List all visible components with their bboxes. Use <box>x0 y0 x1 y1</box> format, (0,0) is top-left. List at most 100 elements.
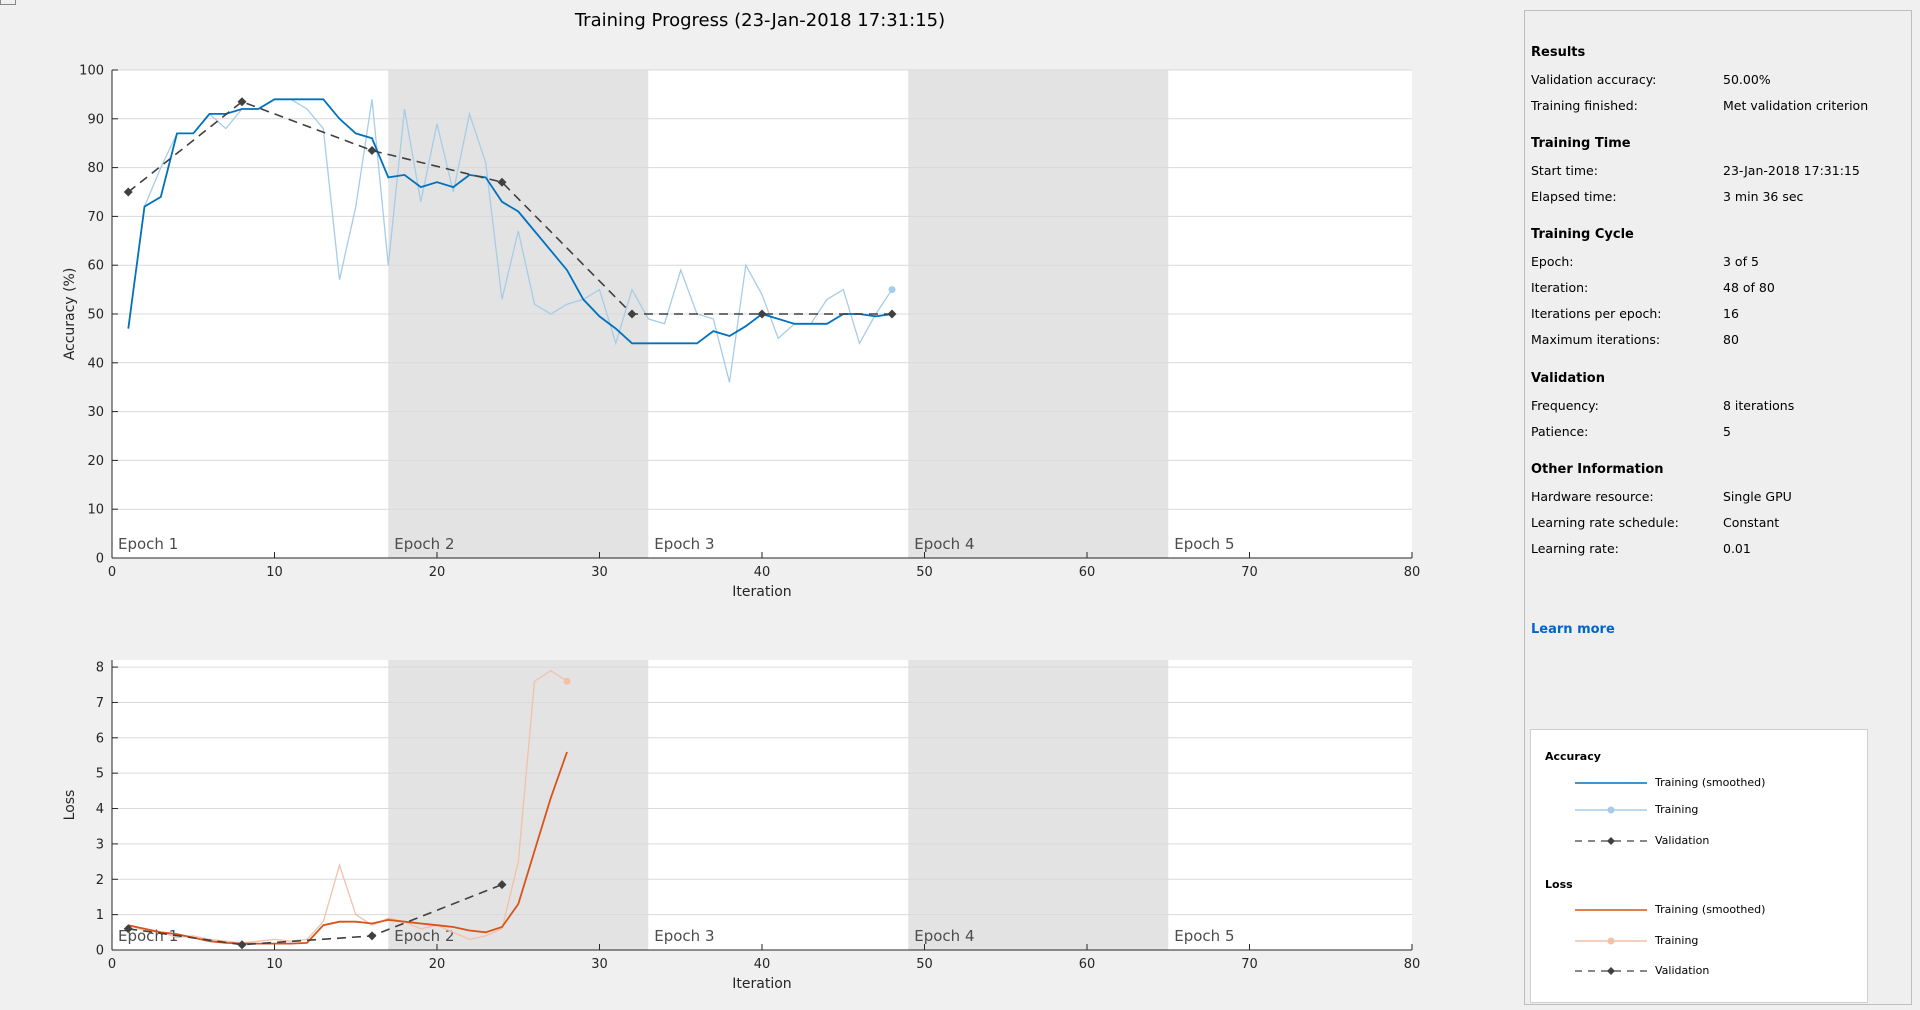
legend-loss-training-label: Training <box>1655 934 1699 947</box>
epoch-value: 3 of 5 <box>1723 254 1759 269</box>
info-panel: Results Validation accuracy: 50.00% Trai… <box>1524 10 1912 1005</box>
accuracy-y-tick-label: 100 <box>79 64 104 79</box>
loss-x-tick-label: 80 <box>1404 957 1421 972</box>
loss-y-tick-label: 1 <box>96 908 104 923</box>
loss-epoch-band <box>388 660 649 950</box>
loss-x-tick-label: 40 <box>754 957 771 972</box>
loss-y-axis-label: Loss <box>62 790 78 821</box>
legend-loss-training-swatch <box>1575 937 1647 945</box>
loss-plot-area <box>112 660 1412 950</box>
legend-loss-title: Loss <box>1545 878 1573 891</box>
epoch-label: Epoch: <box>1531 254 1574 269</box>
accuracy-epoch-label: Epoch 5 <box>1174 535 1234 553</box>
loss-x-tick-label: 70 <box>1241 957 1258 972</box>
accuracy-y-tick-label: 0 <box>96 552 104 567</box>
legend-accuracy-training-swatch <box>1575 806 1647 814</box>
learning-rate-label: Learning rate: <box>1531 541 1619 556</box>
accuracy-x-tick-label: 60 <box>1079 565 1096 580</box>
loss-y-tick-label: 7 <box>96 696 104 711</box>
window-icon <box>0 0 16 5</box>
loss-y-tick-label: 2 <box>96 873 104 888</box>
accuracy-y-tick-label: 50 <box>87 308 104 323</box>
accuracy-training-last-point <box>888 286 896 294</box>
learning-rate-value: 0.01 <box>1723 541 1751 556</box>
accuracy-epoch-label: Epoch 3 <box>654 535 714 553</box>
loss-x-tick-label: 20 <box>429 957 446 972</box>
patience-label: Patience: <box>1531 424 1589 439</box>
accuracy-validation-point <box>627 309 637 319</box>
maximum-iterations-label: Maximum iterations: <box>1531 332 1661 347</box>
legend-loss-smoothed-swatch <box>1575 909 1647 911</box>
iteration-value: 48 of 80 <box>1723 280 1775 295</box>
loss-y-tick-label: 5 <box>96 767 104 782</box>
learning-rate-schedule-label: Learning rate schedule: <box>1531 515 1679 530</box>
loss-epoch-label: Epoch 5 <box>1174 927 1234 945</box>
patience-value: 5 <box>1723 424 1731 439</box>
learning-rate-schedule-value: Constant <box>1723 515 1780 530</box>
accuracy-y-tick-label: 60 <box>87 259 104 274</box>
legend-accuracy-training-label: Training <box>1655 803 1699 816</box>
accuracy-y-tick-label: 20 <box>87 454 104 469</box>
validation-accuracy-value: 50.00% <box>1723 72 1771 87</box>
accuracy-x-tick-label: 20 <box>429 565 446 580</box>
loss-x-tick-label: 60 <box>1079 957 1096 972</box>
loss-validation-point <box>367 931 377 941</box>
section-title-validation: Validation <box>1531 371 1605 386</box>
accuracy-x-tick-label: 40 <box>754 565 771 580</box>
loss-training-last-point <box>563 677 571 685</box>
start-time-label: Start time: <box>1531 163 1598 178</box>
frequency-label: Frequency: <box>1531 398 1599 413</box>
legend-accuracy-title: Accuracy <box>1545 750 1601 763</box>
accuracy-epoch-label: Epoch 4 <box>914 535 974 553</box>
charts-area: Training Progress (23-Jan-2018 17:31:15)… <box>62 10 1421 992</box>
accuracy-validation-point <box>497 177 507 187</box>
accuracy-x-tick-label: 50 <box>916 565 933 580</box>
accuracy-validation-point <box>123 187 133 197</box>
accuracy-y-tick-label: 90 <box>87 112 104 127</box>
accuracy-y-tick-label: 30 <box>87 405 104 420</box>
accuracy-x-tick-label: 80 <box>1404 565 1421 580</box>
page-title: Training Progress (23-Jan-2018 17:31:15) <box>574 10 946 31</box>
loss-validation-point <box>497 880 507 890</box>
loss-y-tick-label: 6 <box>96 731 104 746</box>
elapsed-time-value: 3 min 36 sec <box>1723 189 1804 204</box>
iterations-per-epoch-value: 16 <box>1723 306 1739 321</box>
accuracy-y-tick-label: 40 <box>87 356 104 371</box>
accuracy-x-tick-label: 0 <box>108 565 116 580</box>
legend-accuracy-smoothed-swatch <box>1575 782 1647 784</box>
loss-y-tick-label: 8 <box>96 661 104 676</box>
accuracy-validation-point <box>887 309 897 319</box>
section-title-results: Results <box>1531 45 1586 60</box>
loss-epoch-label: Epoch 2 <box>394 927 454 945</box>
accuracy-validation-point <box>237 97 247 107</box>
iteration-label: Iteration: <box>1531 280 1589 295</box>
legend-loss-smoothed-label: Training (smoothed) <box>1655 903 1766 916</box>
loss-x-tick-label: 50 <box>916 957 933 972</box>
learn-more-link[interactable]: Learn more <box>1531 622 1615 637</box>
loss-x-axis-label: Iteration <box>732 976 791 992</box>
loss-epoch-band <box>908 660 1169 950</box>
accuracy-y-tick-label: 10 <box>87 503 104 518</box>
accuracy-validation-point <box>757 309 767 319</box>
accuracy-x-axis-label: Iteration <box>732 584 791 600</box>
training-finished-label: Training finished: <box>1531 98 1638 113</box>
elapsed-time-label: Elapsed time: <box>1531 189 1617 204</box>
accuracy-chart: Epoch 1 Epoch 2 Epoch 3 Epoch 4 Epoch 5 0 10 20… <box>62 64 1421 601</box>
accuracy-y-tick-label: 80 <box>87 161 104 176</box>
loss-epoch-label: Epoch 1 <box>118 927 178 945</box>
legend-loss-validation-swatch <box>1575 967 1647 975</box>
validation-accuracy-label: Validation accuracy: <box>1531 72 1657 87</box>
loss-validation-point <box>237 940 247 950</box>
accuracy-validation-point <box>367 146 377 156</box>
loss-y-tick-label: 3 <box>96 837 104 852</box>
loss-y-tick-label: 4 <box>96 802 104 817</box>
section-title-training-cycle: Training Cycle <box>1531 227 1634 242</box>
accuracy-x-tick-label: 30 <box>591 565 608 580</box>
section-title-other-information: Other Information <box>1531 462 1664 477</box>
legend-loss-validation-label: Validation <box>1655 964 1710 977</box>
loss-chart: Epoch 1 Epoch 2 Epoch 3 Epoch 4 Epoch 5 0 1 2 3 4… <box>62 660 1421 992</box>
accuracy-y-tick-label: 70 <box>87 210 104 225</box>
accuracy-x-tick-label: 70 <box>1241 565 1258 580</box>
loss-x-tick-label: 30 <box>591 957 608 972</box>
iterations-per-epoch-label: Iterations per epoch: <box>1531 306 1662 321</box>
